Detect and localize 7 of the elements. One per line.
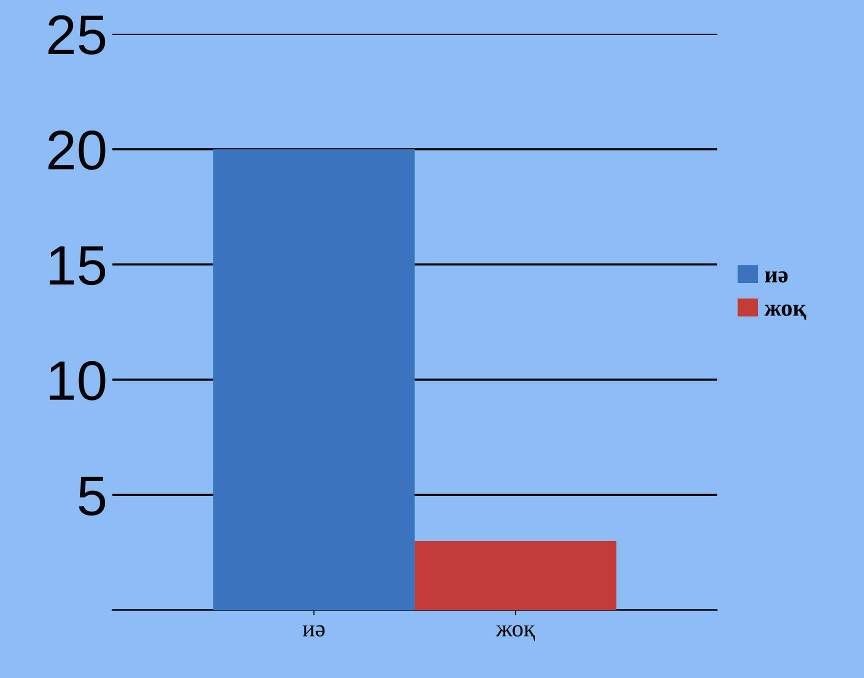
y-tick-label: 25 — [48, 15, 106, 55]
y-tick-label: 15 — [50, 246, 106, 286]
y-tick-label: 5 — [78, 476, 106, 516]
legend-label: иә — [764, 271, 788, 283]
legend-label: жоқ — [764, 304, 806, 320]
y-tick-label: 10 — [50, 361, 106, 400]
y-tick-label: 20 — [48, 130, 106, 170]
